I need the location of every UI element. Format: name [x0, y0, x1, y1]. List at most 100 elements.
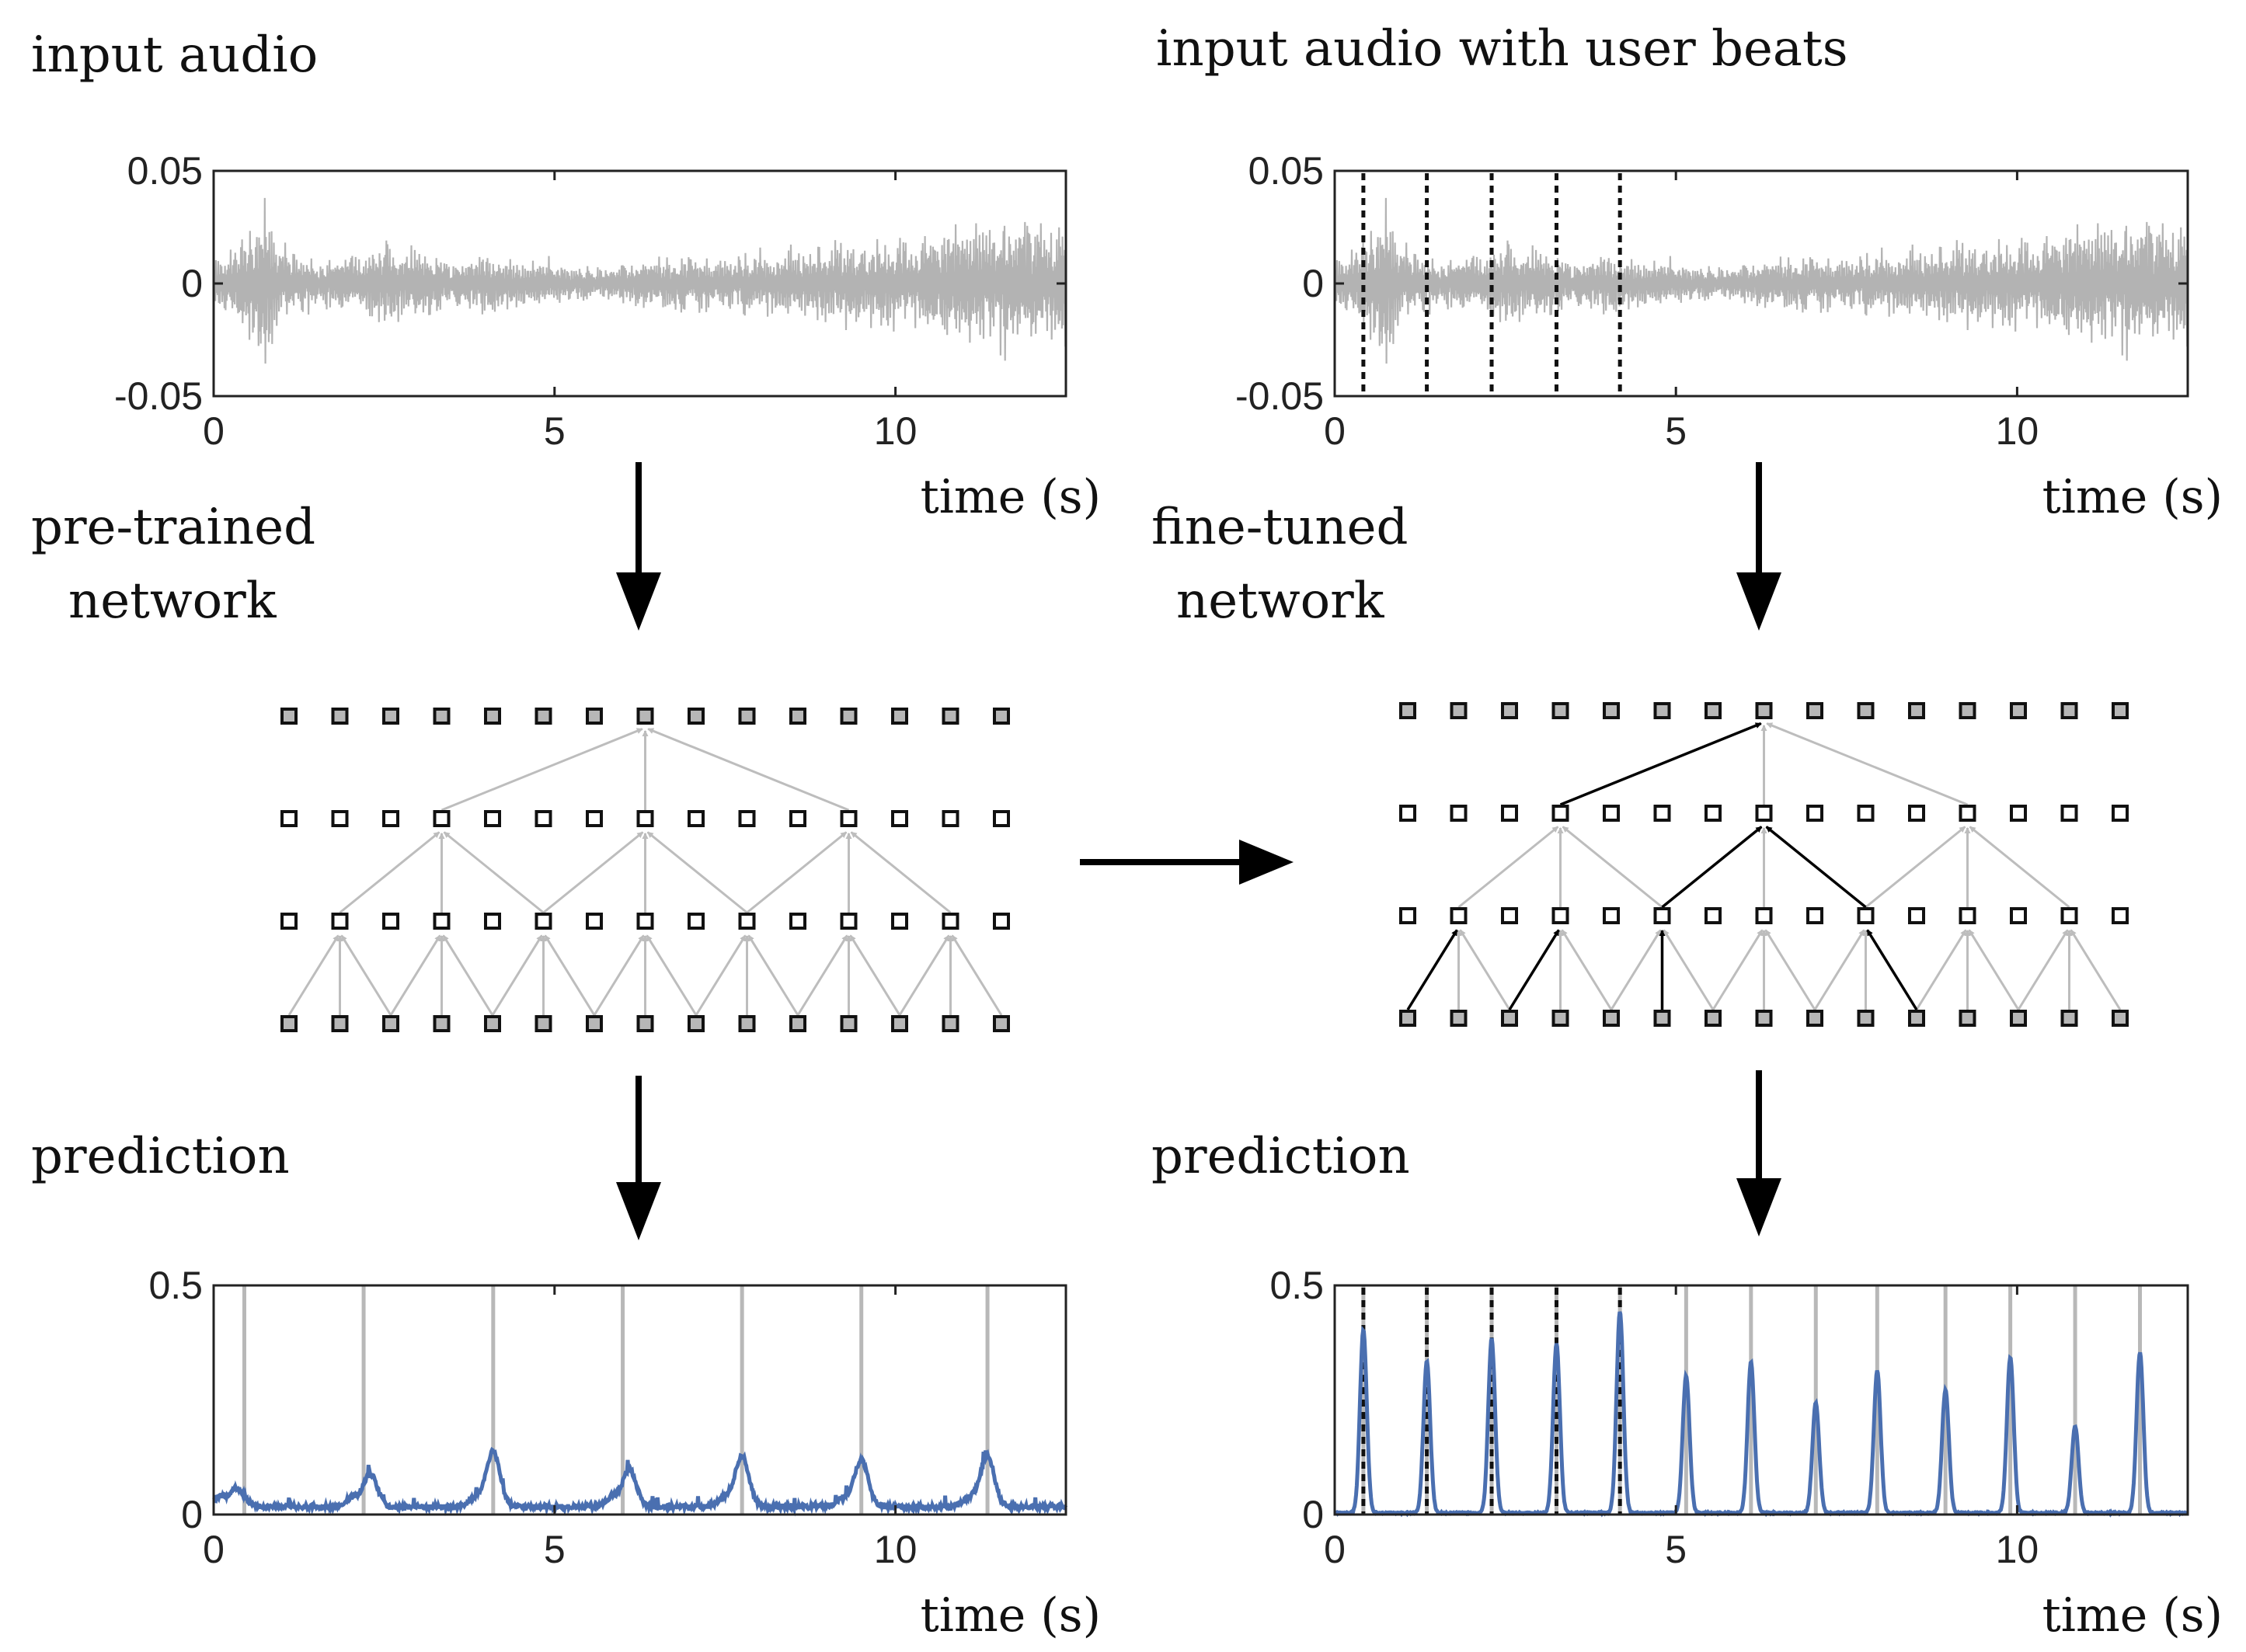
connection	[898, 934, 950, 1016]
x-axis-label: time (s)	[2042, 470, 2223, 524]
y-tick-label: 0	[1302, 262, 1324, 305]
y-tick-label: 0.5	[1269, 1264, 1324, 1307]
connection	[1764, 929, 1816, 1010]
connection	[1610, 929, 1662, 1010]
node-grey	[840, 708, 858, 725]
plot-frame	[212, 1284, 1067, 1516]
node-grey	[1908, 1010, 1925, 1027]
highlighted-connection	[1508, 929, 1560, 1010]
node-grey	[1603, 702, 1620, 719]
node-grey	[382, 1015, 399, 1032]
connection	[1561, 929, 1613, 1010]
y-tick-label: 0.5	[148, 1264, 203, 1307]
x-axis-label: time (s)	[2042, 1588, 2223, 1643]
node-grey	[891, 1015, 908, 1032]
highlighted-connection	[1406, 929, 1458, 1010]
node-grey	[1959, 1010, 1976, 1027]
connection	[1766, 722, 1969, 806]
x-tick-label: 5	[1665, 1528, 1687, 1571]
node	[433, 913, 451, 930]
connection	[491, 934, 543, 1016]
node-grey	[1705, 702, 1722, 719]
node	[484, 810, 501, 827]
node	[1705, 805, 1722, 822]
node-grey	[1399, 702, 1416, 719]
x-tick-label: 10	[1996, 1528, 2039, 1571]
node	[1551, 907, 1569, 924]
node-grey	[1705, 1010, 1722, 1027]
node-grey	[535, 708, 552, 725]
node	[738, 810, 756, 827]
x-tick-label: 5	[1665, 409, 1687, 453]
node-grey	[1501, 702, 1518, 719]
x-tick-label: 5	[544, 1528, 566, 1571]
flow-arrow-fine-tuning	[1080, 840, 1294, 885]
node	[1857, 907, 1875, 924]
x-tick-label: 0	[1324, 1528, 1346, 1571]
connection	[1969, 826, 2070, 909]
connection	[647, 728, 850, 812]
node	[1603, 907, 1620, 924]
label-finetuned-network-line2: network	[1176, 572, 1385, 630]
node	[2010, 907, 2027, 924]
connection	[440, 728, 643, 812]
flow-arrow-right-bottom	[1736, 1070, 1781, 1236]
connection	[695, 934, 747, 1016]
node-grey	[840, 1015, 858, 1032]
node	[1908, 907, 1925, 924]
node	[1755, 805, 1773, 822]
node-grey	[1908, 702, 1925, 719]
waveform-series	[1333, 197, 2189, 364]
x-tick-label: 0	[203, 1528, 225, 1571]
connection	[1915, 929, 1967, 1010]
node	[2112, 805, 2129, 822]
connection	[646, 831, 748, 914]
node	[789, 913, 806, 930]
node	[1450, 805, 1468, 822]
connection	[340, 934, 392, 1016]
title-input-audio: input audio	[31, 26, 318, 84]
flow-arrow-left-bottom	[616, 1076, 661, 1240]
node	[1908, 805, 1925, 822]
node	[535, 810, 552, 827]
node-grey	[331, 1015, 349, 1032]
node	[993, 913, 1010, 930]
node	[1653, 907, 1671, 924]
node-grey	[586, 1015, 603, 1032]
node-grey	[942, 708, 959, 725]
highlighted-connection	[1559, 722, 1762, 806]
flow-arrow-left-top	[616, 462, 661, 631]
connection	[646, 934, 698, 1016]
node	[993, 810, 1010, 827]
y-tick-label: 0	[181, 262, 203, 305]
node	[2060, 805, 2078, 822]
plot-frame	[212, 169, 1067, 398]
node-grey	[688, 708, 705, 725]
connection	[287, 934, 340, 1016]
y-tick-label: 0.05	[1248, 149, 1324, 193]
highlighted-connection	[1866, 929, 1918, 1010]
node-grey	[2010, 1010, 2027, 1027]
label-prediction-right: prediction	[1151, 1128, 1410, 1185]
plot-frame	[1333, 1284, 2189, 1516]
node-grey	[2060, 1010, 2078, 1027]
node	[1806, 805, 1823, 822]
prediction-series	[1333, 1311, 2189, 1518]
x-tick-label: 0	[1324, 409, 1346, 453]
highlighted-connection	[1661, 826, 1763, 909]
label-prediction-left: prediction	[31, 1128, 290, 1185]
node	[942, 913, 959, 930]
flow-arrow-right-top	[1736, 462, 1781, 631]
x-axis-label: time (s)	[921, 1588, 1101, 1643]
node	[280, 810, 298, 827]
connection	[1968, 929, 2020, 1010]
node-grey	[280, 1015, 298, 1032]
connection	[1562, 826, 1663, 909]
node-grey	[1653, 702, 1671, 719]
node-grey	[1755, 702, 1773, 719]
node	[382, 810, 399, 827]
node	[1450, 907, 1468, 924]
